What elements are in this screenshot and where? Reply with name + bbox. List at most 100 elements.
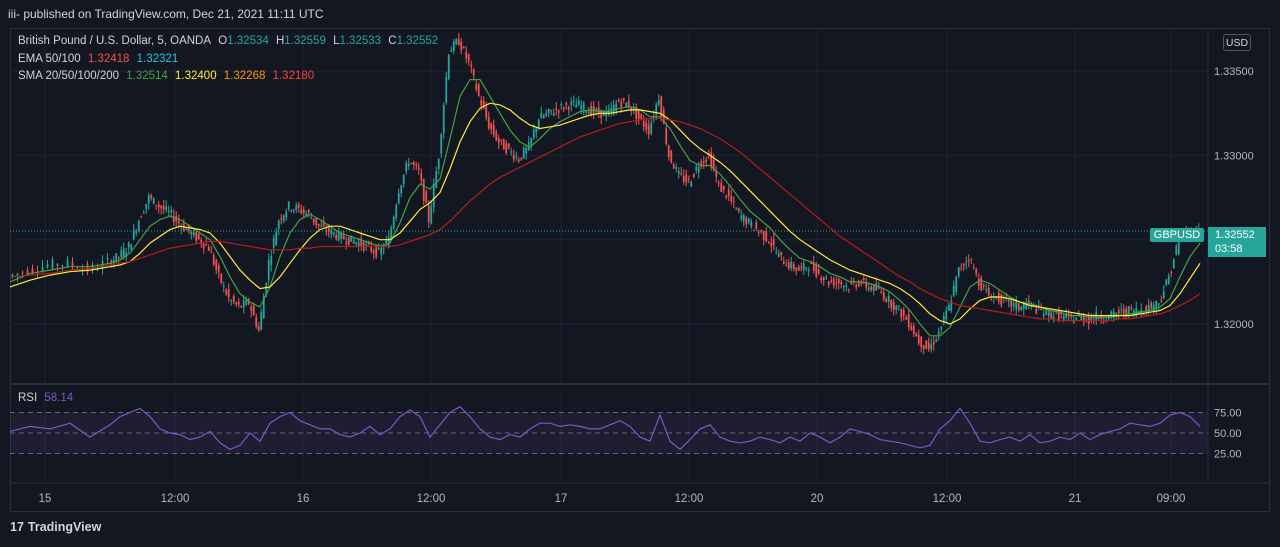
candle-body — [165, 206, 168, 210]
candle-body — [1125, 308, 1128, 316]
candle-body — [61, 265, 64, 267]
candle-body — [435, 171, 438, 188]
candle-body — [565, 102, 568, 105]
x-tick-label: 21 — [1069, 493, 1082, 505]
x-tick-label: 09:00 — [1157, 493, 1186, 505]
candle-body — [106, 257, 109, 260]
candle-body — [735, 208, 738, 210]
candle-body — [370, 246, 373, 252]
candle-body — [807, 269, 810, 272]
candle-body — [945, 310, 948, 320]
candle-body — [895, 305, 898, 310]
candle-body — [312, 218, 315, 223]
candle-body — [560, 104, 563, 106]
candle-body — [71, 262, 74, 266]
candle-body — [767, 242, 770, 244]
candle-body — [657, 100, 660, 105]
candle-body — [552, 113, 555, 116]
candle-body — [1010, 300, 1013, 307]
candle-body — [802, 262, 805, 271]
candle-body — [495, 132, 498, 141]
candle-body — [740, 215, 743, 219]
candle-body — [31, 268, 34, 273]
candle-body — [412, 162, 415, 165]
candle-body — [1052, 316, 1055, 319]
sma-label: SMA 20/50/100/200 — [18, 70, 120, 82]
high-value: 1.32559 — [284, 35, 326, 47]
candle-body — [537, 119, 540, 129]
candle-body — [360, 238, 363, 247]
candle-body — [880, 291, 883, 293]
candle-body — [420, 173, 423, 181]
candle-body — [41, 266, 44, 272]
candle-body — [225, 290, 228, 295]
candle-body — [625, 103, 628, 107]
candle-body — [642, 121, 645, 127]
candle-body — [850, 282, 853, 284]
candle-body — [307, 210, 310, 213]
candle-body — [825, 277, 828, 279]
candle-body — [295, 205, 298, 210]
candle-body — [1110, 311, 1113, 318]
candle-body — [285, 211, 288, 218]
candle-body — [1090, 317, 1093, 321]
candle-body — [990, 299, 993, 301]
candle-body — [287, 201, 290, 210]
candle-body — [927, 342, 930, 350]
candle-body — [837, 278, 840, 284]
candle-body — [830, 280, 833, 282]
candle-body — [275, 231, 278, 246]
candle-body — [935, 339, 938, 342]
candle-body — [965, 261, 968, 263]
candle-body — [490, 123, 493, 129]
candle-body — [437, 158, 440, 170]
candle-body — [415, 164, 418, 166]
candle-body — [865, 281, 868, 288]
candle-body — [255, 316, 258, 328]
candle-body — [737, 208, 740, 212]
candle-body — [405, 163, 408, 172]
candle-body — [155, 204, 158, 206]
candle-body — [835, 282, 838, 284]
candle-body — [425, 191, 428, 203]
rsi-legend: RSI 58.14 — [18, 392, 77, 404]
candle-body — [650, 122, 653, 134]
footer-brand[interactable]: 17 TradingView — [10, 520, 101, 534]
candle-body — [622, 98, 625, 101]
rsi-tick-label: 25.00 — [1214, 449, 1242, 461]
candle-body — [505, 143, 508, 154]
candle-body — [667, 145, 670, 158]
candle-body — [487, 117, 490, 129]
candle-body — [442, 105, 445, 134]
candle-body — [1080, 315, 1083, 321]
candle-body — [1157, 303, 1160, 305]
candle-body — [750, 221, 753, 227]
candle-body — [230, 299, 233, 301]
candle-body — [407, 164, 410, 167]
candle-body — [832, 278, 835, 286]
candle-body — [355, 242, 358, 244]
candle-body — [842, 285, 845, 288]
candle-body — [130, 244, 133, 250]
candle-body — [1095, 311, 1098, 322]
candle-body — [827, 281, 830, 285]
candle-body — [267, 259, 270, 280]
candle-body — [917, 334, 920, 344]
candle-body — [570, 101, 573, 106]
currency-button[interactable]: USD — [1223, 34, 1251, 51]
legend-main: British Pound / U.S. Dollar, 5, OANDA O1… — [18, 35, 442, 47]
candle-body — [582, 102, 585, 110]
candle-body — [232, 296, 235, 302]
candle-body — [860, 283, 863, 285]
candle-body — [167, 210, 170, 212]
candle-body — [250, 306, 253, 311]
candle-body — [1057, 310, 1060, 321]
candles — [11, 32, 1200, 355]
candle-body — [1127, 306, 1130, 315]
candle-body — [647, 124, 650, 135]
candle-body — [630, 106, 633, 112]
candle-body — [350, 235, 353, 242]
candle-body — [277, 220, 280, 229]
candle-body — [697, 167, 700, 173]
